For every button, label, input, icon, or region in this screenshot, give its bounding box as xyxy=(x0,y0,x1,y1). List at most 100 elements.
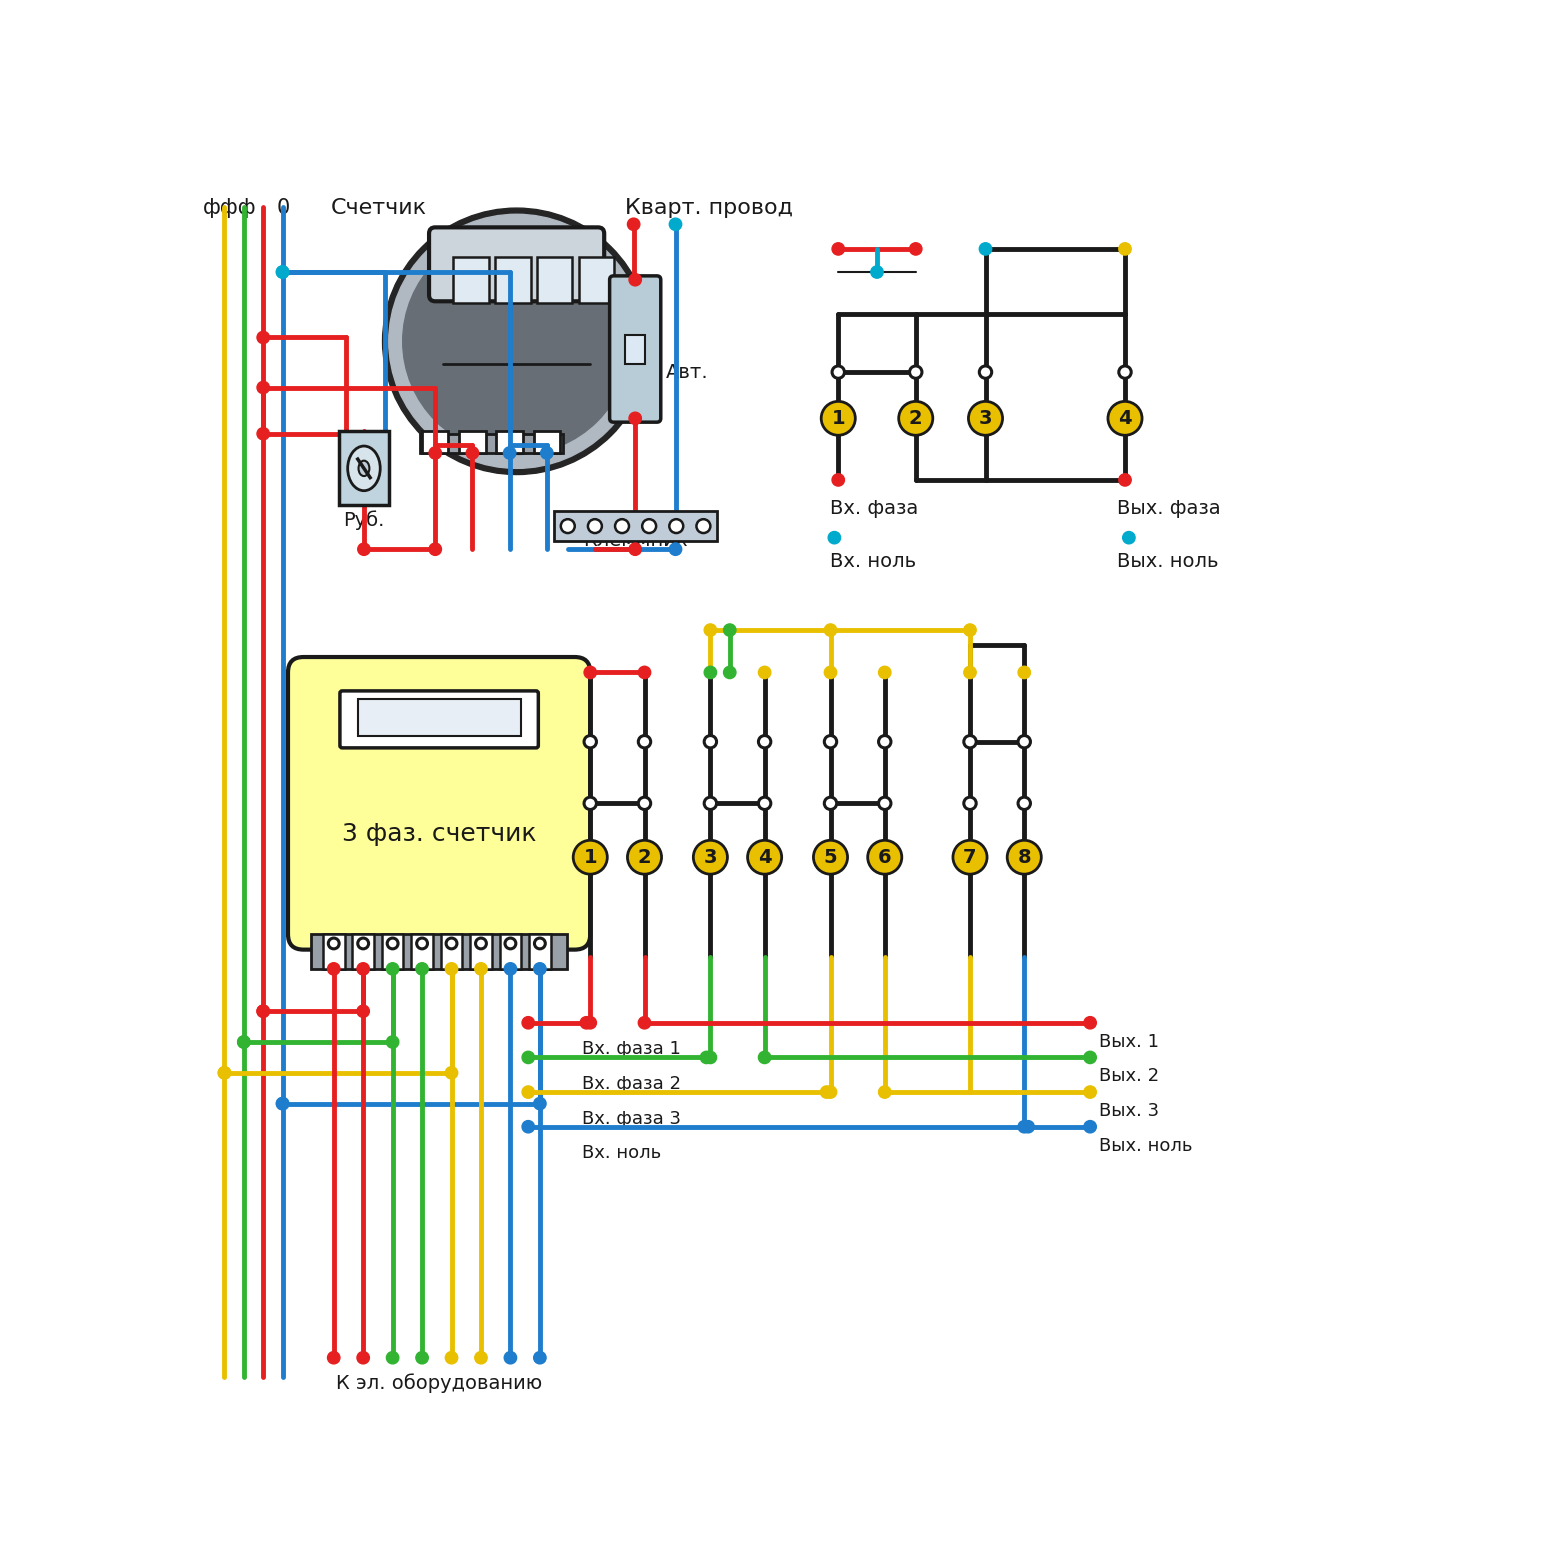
Circle shape xyxy=(638,735,651,748)
Text: Вх. фаза: Вх. фаза xyxy=(830,500,919,518)
Text: 3 фаз. счетчик: 3 фаз. счетчик xyxy=(342,823,537,846)
Circle shape xyxy=(878,735,891,748)
Circle shape xyxy=(387,1352,399,1364)
Circle shape xyxy=(980,244,992,254)
Text: Вых. ноль: Вых. ноль xyxy=(1100,1136,1193,1155)
Circle shape xyxy=(696,520,710,532)
Circle shape xyxy=(417,963,429,976)
Text: 6: 6 xyxy=(878,848,892,866)
Circle shape xyxy=(980,365,992,378)
Text: 8: 8 xyxy=(1017,848,1031,866)
Circle shape xyxy=(583,735,596,748)
Circle shape xyxy=(534,1097,546,1110)
Circle shape xyxy=(535,938,546,949)
Circle shape xyxy=(909,244,922,254)
Circle shape xyxy=(909,365,922,378)
Circle shape xyxy=(758,798,771,810)
Circle shape xyxy=(257,428,270,440)
Circle shape xyxy=(534,963,546,976)
Circle shape xyxy=(257,381,270,393)
Circle shape xyxy=(629,273,641,286)
Circle shape xyxy=(831,244,844,254)
Circle shape xyxy=(541,446,554,459)
Circle shape xyxy=(824,624,836,637)
Circle shape xyxy=(534,1352,546,1364)
Circle shape xyxy=(758,667,771,679)
Circle shape xyxy=(700,1051,713,1063)
FancyBboxPatch shape xyxy=(610,276,661,421)
Circle shape xyxy=(276,1097,289,1110)
Circle shape xyxy=(357,543,370,556)
Text: 3: 3 xyxy=(978,409,992,428)
Circle shape xyxy=(704,624,716,637)
Circle shape xyxy=(629,412,641,425)
Text: Вх. ноль: Вх. ноль xyxy=(582,1144,661,1163)
Circle shape xyxy=(638,798,651,810)
Circle shape xyxy=(693,840,727,874)
Circle shape xyxy=(523,1086,535,1099)
Circle shape xyxy=(638,1016,651,1029)
Circle shape xyxy=(824,735,836,748)
Circle shape xyxy=(627,840,661,874)
Circle shape xyxy=(1019,798,1031,810)
Circle shape xyxy=(583,798,596,810)
Circle shape xyxy=(583,667,596,679)
Circle shape xyxy=(1119,473,1131,485)
Text: Вх. ноль: Вх. ноль xyxy=(830,551,917,570)
Circle shape xyxy=(813,840,847,874)
Circle shape xyxy=(257,331,270,343)
Circle shape xyxy=(429,543,441,556)
Circle shape xyxy=(523,1051,535,1063)
Circle shape xyxy=(831,365,844,378)
Circle shape xyxy=(758,1051,771,1063)
Text: Вх. фаза 1: Вх. фаза 1 xyxy=(582,1041,682,1058)
Circle shape xyxy=(821,401,855,436)
Circle shape xyxy=(627,219,640,231)
Bar xyxy=(496,431,523,453)
Circle shape xyxy=(402,228,630,454)
Circle shape xyxy=(580,1016,593,1029)
Circle shape xyxy=(523,1121,535,1133)
Circle shape xyxy=(824,1086,836,1099)
Text: 2: 2 xyxy=(638,848,652,866)
Circle shape xyxy=(643,520,657,532)
Circle shape xyxy=(969,401,1003,436)
Text: Клеммник: Клеммник xyxy=(583,531,688,549)
Circle shape xyxy=(1019,735,1031,748)
Circle shape xyxy=(257,1005,270,1018)
Text: Вых. фаза: Вых. фаза xyxy=(1117,500,1221,518)
FancyBboxPatch shape xyxy=(340,692,538,748)
Text: Вых. 2: Вых. 2 xyxy=(1100,1068,1159,1085)
Bar xyxy=(382,933,404,969)
Circle shape xyxy=(964,624,977,637)
Circle shape xyxy=(1084,1086,1097,1099)
Circle shape xyxy=(388,214,644,468)
Circle shape xyxy=(387,1037,399,1047)
Circle shape xyxy=(615,520,629,532)
Circle shape xyxy=(446,938,457,949)
Circle shape xyxy=(1084,1121,1097,1133)
Circle shape xyxy=(1123,531,1136,543)
Circle shape xyxy=(504,446,516,459)
Circle shape xyxy=(357,1005,370,1018)
Circle shape xyxy=(382,208,651,475)
Bar xyxy=(440,933,462,969)
Circle shape xyxy=(276,265,289,278)
Text: 0: 0 xyxy=(276,198,290,219)
Circle shape xyxy=(953,840,987,874)
Circle shape xyxy=(257,1005,270,1018)
Circle shape xyxy=(505,938,516,949)
Text: 2: 2 xyxy=(909,409,922,428)
Circle shape xyxy=(669,219,682,231)
Text: К эл. оборудованию: К эл. оборудованию xyxy=(335,1374,543,1392)
Circle shape xyxy=(1108,401,1142,436)
Circle shape xyxy=(387,938,398,949)
Text: Руб.: Руб. xyxy=(343,510,385,531)
Circle shape xyxy=(870,265,883,278)
Circle shape xyxy=(638,667,651,679)
Circle shape xyxy=(1084,1051,1097,1063)
Circle shape xyxy=(387,963,399,976)
Circle shape xyxy=(724,667,736,679)
Circle shape xyxy=(523,1016,535,1029)
Circle shape xyxy=(704,735,716,748)
